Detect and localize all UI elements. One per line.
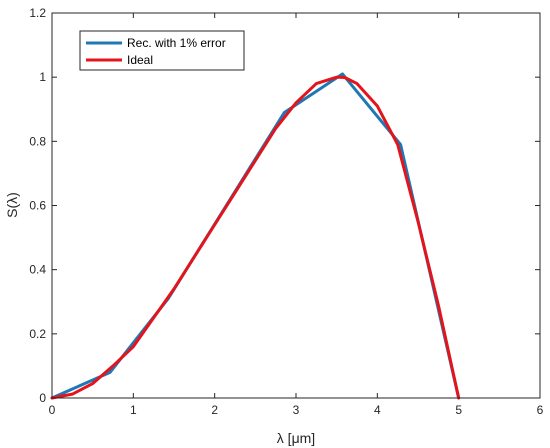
y-tick-label: 0 [39,391,46,405]
y-tick-label: 0.6 [29,199,46,213]
legend-box [79,30,245,71]
y-tick-label: 1 [39,70,46,84]
x-tick-label: 5 [455,403,462,417]
x-tick-label: 4 [374,403,381,417]
x-tick-label: 0 [49,403,56,417]
plot-area [52,13,540,398]
y-axis-label: S(λ) [4,192,20,218]
legend-label-rec: Rec. with 1% error [127,36,226,50]
plot-frame [51,12,541,399]
x-tick-label: 6 [537,403,544,417]
tick-labels: 0 1 2 3 4 5 6 0 0.2 0.4 0.6 0.8 1 1.2 [29,6,543,417]
x-tick-label: 1 [130,403,137,417]
y-tick-label: 0.4 [29,263,46,277]
y-tick-label: 1.2 [29,6,46,20]
series-line-ideal [50,75,461,400]
x-axis-label: λ [μm] [277,430,315,446]
y-tick-label: 0.2 [29,327,46,341]
series-layer [50,72,461,400]
legend-label-ideal: Ideal [127,53,153,67]
y-tick-label: 0.8 [29,134,46,148]
legend: Rec. with 1% error Ideal [79,30,245,71]
x-tick-label: 3 [293,403,300,417]
x-tick-label: 2 [211,403,218,417]
